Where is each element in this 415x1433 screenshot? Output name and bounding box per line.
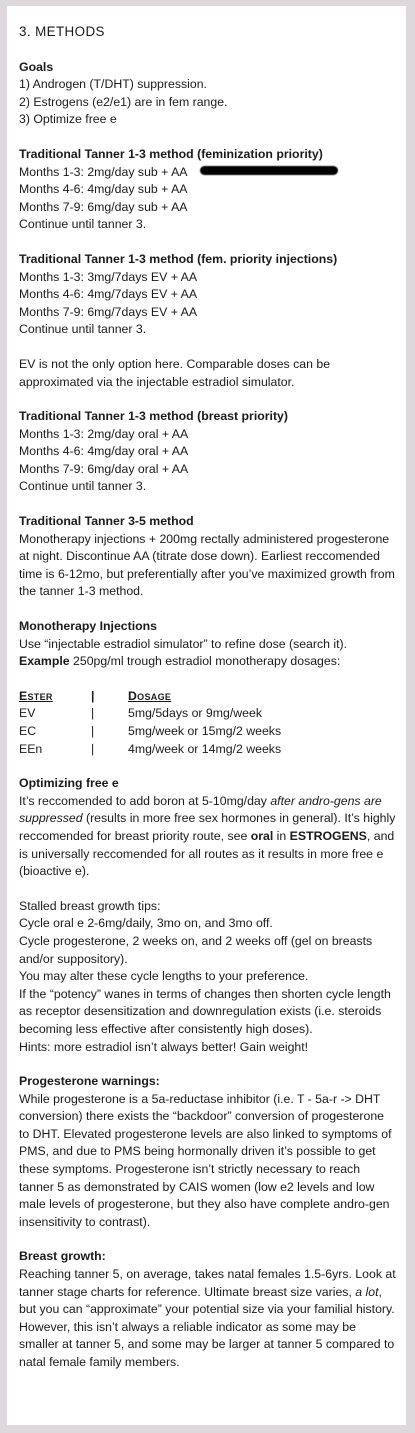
tanner-inj-heading: Traditional Tanner 1-3 method (fem. prio… [19,251,338,266]
table-header-row: Ester | Dosage [19,688,396,706]
method-line: Months 1-3: 2mg/day sub + AA [19,164,396,182]
tanner-35-section: Traditional Tanner 3-5 method Monotherap… [19,513,396,601]
tip-line: If the “potency” wanes in terms of chang… [19,986,391,1036]
document-page: 3. METHODS Goals 1) Androgen (T/DHT) sup… [7,6,406,1425]
free-e-body: It’s reccomended to add boron at 5-10mg/… [19,793,396,881]
cell-divider: | [91,741,95,756]
cell-dosage: 5mg/week or 15mg/2 weeks [128,724,282,738]
method-line: Months 1-3: 2mg/day oral + AA [19,426,189,441]
table-row: EEn | 4mg/week or 14mg/2 weeks [19,741,396,759]
method-line: Continue until tanner 3. [19,479,147,494]
tanner-fem-section: Traditional Tanner 1-3 method (feminizat… [19,146,396,234]
example-text: 250pg/ml trough estradiol monotherapy do… [69,654,341,669]
breast-italic: a lot [355,1284,379,1299]
cell-dosage: 4mg/week or 14mg/2 weeks [128,741,282,756]
cell-divider: | [91,706,95,721]
tanner-inj-section: Traditional Tanner 1-3 method (fem. prio… [19,251,396,339]
breast-growth-section: Breast growth: Reaching tanner 5, on ave… [19,1248,396,1371]
tanner-35-heading: Traditional Tanner 3-5 method [19,514,194,529]
tanner-breast-heading: Traditional Tanner 1-3 method (breast pr… [19,409,288,424]
page-title: 3. METHODS [19,24,105,39]
goals-heading: Goals [19,59,54,74]
mono-line: Use “injectable estradiol simulator” to … [19,636,348,651]
header-ester: Ester [19,688,53,703]
cell-ester: EEn [19,741,43,756]
redaction-mark [199,165,338,175]
cell-ester: EV [19,706,36,721]
mono-example: Example 250pg/ml trough estradiol monoth… [19,653,396,671]
method-line: Months 7-9: 6mg/7days EV + AA [19,304,198,319]
progesterone-body: While progesterone is a 5a-reductase inh… [19,1091,392,1229]
goal-item: 2) Estrogens (e2/e1) are in fem range. [19,94,228,109]
free-e-text: , and is universally reccomended for all… [19,828,395,879]
mono-heading: Monotherapy Injections [19,619,158,634]
goal-item: 3) Optimize free e [19,112,117,127]
free-e-text: in [273,828,290,843]
cell-dosage: 5mg/5days or 9mg/week [128,706,262,721]
progesterone-section: Progesterone warnings: While progesteron… [19,1073,396,1231]
example-label: Example [19,654,70,669]
method-line: Months 4-6: 4mg/7days EV + AA [19,287,198,302]
tip-line: Cycle oral e 2-6mg/daily, 3mo on, and 3m… [19,916,273,931]
free-e-text: (results in more free sex hormones in ge… [19,811,396,843]
stalled-heading: Stalled breast growth tips: [19,898,161,913]
oral-ref: oral [250,828,274,843]
breast-growth-body: Reaching tanner 5, on average, takes nat… [19,1266,396,1372]
breast-text: Reaching tanner 5, on average, takes nat… [19,1267,396,1299]
cell-ester: EC [19,724,37,738]
header-divider: | [91,688,95,703]
progesterone-heading: Progesterone warnings: [19,1074,160,1089]
cell-divider: | [91,724,95,738]
estrogens-ref: ESTROGENS [289,828,367,843]
method-line: Months 4-6: 4mg/day oral + AA [19,444,189,459]
tanner-breast-section: Traditional Tanner 1-3 method (breast pr… [19,408,396,496]
method-line-text: Months 1-3: 2mg/day sub + AA [19,164,188,179]
stalled-section: Stalled breast growth tips: Cycle oral e… [19,898,396,1056]
free-e-section: Optimizing free e It’s reccomended to ad… [19,775,396,881]
breast-growth-heading: Breast growth: [19,1249,106,1264]
tanner-35-body: Monotherapy injections + 200mg rectally … [19,531,395,599]
breast-text: , but you can “approximate” your potenti… [19,1284,395,1369]
method-line: Continue until tanner 3. [19,217,147,232]
table-row: EV | 5mg/5days or 9mg/week [19,705,396,723]
tip-line: Cycle progesterone, 2 weeks on, and 2 we… [19,933,373,966]
tanner-fem-heading: Traditional Tanner 1-3 method (feminizat… [19,146,323,161]
method-line: Months 1-3: 3mg/7days EV + AA [19,269,198,284]
method-line: Months 7-9: 6mg/day sub + AA [19,199,188,214]
tip-line: Hints: more estradiol isn’t always bette… [19,1039,309,1054]
free-e-heading: Optimizing free e [19,776,119,791]
mono-section: Monotherapy Injections Use “injectable e… [19,618,396,758]
method-line: Months 7-9: 6mg/day oral + AA [19,461,189,476]
goal-item: 1) Androgen (T/DHT) suppression. [19,77,207,92]
free-e-text: It’s reccomended to add boron at 5-10mg/… [19,793,271,808]
table-row: EC | 5mg/week or 15mg/2 weeks [19,723,396,741]
header-dosage: Dosage [128,688,172,703]
ester-table: Ester | Dosage EV | 5mg/5days or 9mg/wee… [19,688,396,758]
method-line: Continue until tanner 3. [19,322,147,337]
goals-section: Goals 1) Androgen (T/DHT) suppression. 2… [19,59,396,129]
method-line: Months 4-6: 4mg/day sub + AA [19,182,188,197]
tip-line: You may alter these cycle lengths to you… [19,969,309,984]
ev-note: EV is not the only option here. Comparab… [19,356,331,389]
free-e-italic: after andro-gens are suppressed [19,793,382,826]
